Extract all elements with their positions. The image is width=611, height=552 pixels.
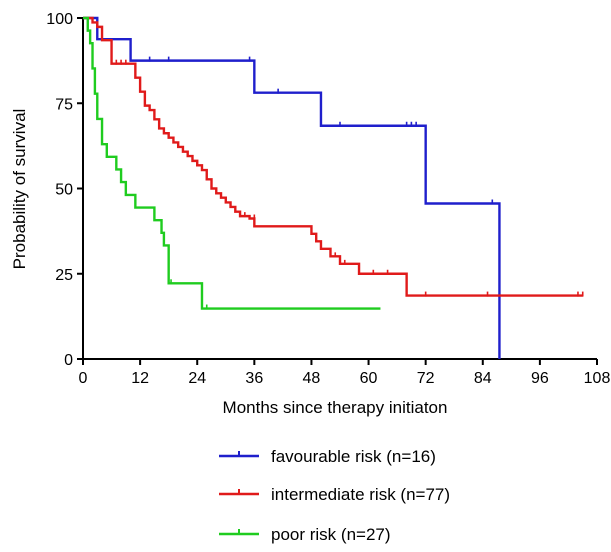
legend-label: intermediate risk (n=77) xyxy=(271,485,450,504)
legend-item-intermediate-risk: intermediate risk (n=77) xyxy=(219,485,450,504)
x-tick-label: 12 xyxy=(131,370,149,387)
legend-item-favourable-risk: favourable risk (n=16) xyxy=(219,447,436,466)
x-tick-label: 36 xyxy=(245,370,263,387)
y-tick-label: 50 xyxy=(55,182,73,199)
x-axis-title: Months since therapy initiaton xyxy=(223,398,448,417)
poor-risk-series xyxy=(83,16,381,310)
x-tick-label: 48 xyxy=(303,370,321,387)
intermediate-risk-series xyxy=(83,16,584,297)
series-layer xyxy=(83,16,584,359)
axes: 0 12 24 36 48 60 72 84 96 108 0 25 50 75 100 xyxy=(46,11,610,387)
favourable-risk-series xyxy=(83,16,501,359)
poor-risk-curve xyxy=(83,16,381,310)
favourable-risk-curve xyxy=(83,16,501,359)
x-tick-label: 24 xyxy=(188,370,206,387)
y-tick-label: 100 xyxy=(46,11,73,28)
y-tick-label: 0 xyxy=(64,352,73,369)
x-tick-label: 84 xyxy=(474,370,492,387)
x-tick-label: 60 xyxy=(360,370,378,387)
legend-label: favourable risk (n=16) xyxy=(271,447,436,466)
legend-item-poor-risk: poor risk (n=27) xyxy=(219,525,391,544)
x-tick-label: 0 xyxy=(79,370,88,387)
y-tick-label: 25 xyxy=(55,267,73,284)
x-tick-label: 72 xyxy=(417,370,435,387)
x-tick-label: 108 xyxy=(584,370,611,387)
intermediate-risk-curve xyxy=(83,16,583,297)
x-tick-label: 96 xyxy=(531,370,549,387)
y-tick-label: 75 xyxy=(55,96,73,113)
y-axis-title: Probability of survival xyxy=(10,109,29,270)
legend-label: poor risk (n=27) xyxy=(271,525,391,544)
legend: favourable risk (n=16) intermediate risk … xyxy=(219,447,450,544)
